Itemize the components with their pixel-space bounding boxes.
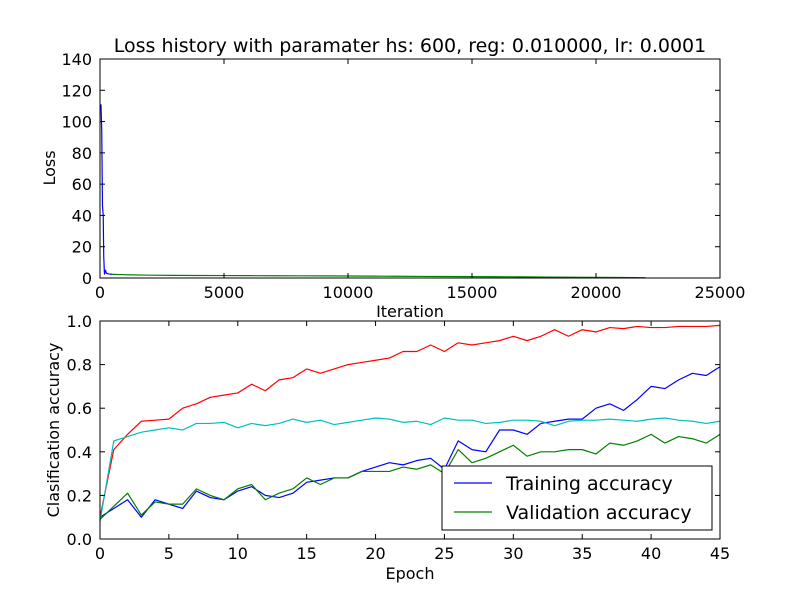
accuracy-y-tick-label: 0.6 xyxy=(67,399,92,418)
loss-y-tick-label: 0 xyxy=(82,269,92,288)
accuracy-x-tick-label: 35 xyxy=(572,544,592,563)
accuracy-y-axis-label: Clasification accuracy xyxy=(44,343,63,518)
loss-y-tick-label: 20 xyxy=(72,238,92,257)
loss-y-tick-label: 40 xyxy=(72,206,92,225)
loss-chart-title: Loss history with paramater hs: 600, reg… xyxy=(114,35,706,57)
accuracy-x-tick-label: 15 xyxy=(296,544,316,563)
accuracy-y-tick-label: 1.0 xyxy=(67,312,92,331)
legend-label-validation: Validation accuracy xyxy=(506,502,692,524)
accuracy-series-line-3 xyxy=(99,433,721,520)
accuracy-x-tick-label: 10 xyxy=(228,544,248,563)
accuracy-y-tick-label: 0.0 xyxy=(67,530,92,549)
legend-label-training: Training accuracy xyxy=(505,473,673,495)
accuracy-x-tick-label: 25 xyxy=(434,544,454,563)
loss-x-tick-label: 25000 xyxy=(695,283,746,302)
accuracy-y-tick-label: 0.2 xyxy=(67,486,92,505)
loss-x-tick-label: 10000 xyxy=(323,283,374,302)
accuracy-legend: Training accuracy Validation accuracy xyxy=(441,465,713,531)
loss-ticks-group: 0 5000 10000 15000 20000 25000 0 20 40 60 80 100 120… xyxy=(61,50,745,302)
accuracy-x-tick-label: 30 xyxy=(503,544,523,563)
loss-x-axis-label: Iteration xyxy=(376,302,444,321)
loss-plot-frame xyxy=(99,58,721,279)
accuracy-series-line-2 xyxy=(99,417,721,522)
loss-x-tick-label: 15000 xyxy=(447,283,498,302)
loss-x-tick-label: 20000 xyxy=(571,283,622,302)
accuracy-chart: 0 5 10 15 20 25 30 35 40 45 0.0 0.2 0.4 0.6 0.8 1.0 Epo… xyxy=(44,312,730,583)
loss-series-line-1 xyxy=(112,273,646,279)
accuracy-series-line-1 xyxy=(99,366,721,518)
accuracy-x-tick-label: 0 xyxy=(95,544,105,563)
accuracy-series-group xyxy=(99,324,721,522)
accuracy-x-tick-label: 45 xyxy=(710,544,730,563)
accuracy-x-axis-label: Epoch xyxy=(386,564,435,583)
accuracy-ticks-group: 0 5 10 15 20 25 30 35 40 45 0.0 0.2 0.4 0.6 0.8 1.0 xyxy=(67,312,731,563)
accuracy-x-tick-label: 5 xyxy=(164,544,174,563)
accuracy-series-line-0 xyxy=(99,324,721,518)
loss-y-tick-label: 80 xyxy=(72,144,92,163)
accuracy-x-tick-label: 20 xyxy=(365,544,385,563)
loss-y-tick-label: 140 xyxy=(61,50,92,69)
loss-y-tick-label: 120 xyxy=(61,81,92,100)
loss-y-axis-label: Loss xyxy=(40,150,59,185)
loss-y-tick-label: 60 xyxy=(72,175,92,194)
accuracy-x-tick-label: 40 xyxy=(641,544,661,563)
loss-chart: 0 5000 10000 15000 20000 25000 0 20 40 60 80 100 120… xyxy=(40,35,745,321)
loss-series-line-0 xyxy=(100,104,113,275)
loss-x-tick-label: 5000 xyxy=(204,283,245,302)
accuracy-y-tick-label: 0.8 xyxy=(67,356,92,375)
loss-y-tick-label: 100 xyxy=(61,113,92,132)
legend-box xyxy=(441,465,713,531)
loss-series-group xyxy=(100,104,646,279)
accuracy-plot-frame xyxy=(99,320,721,540)
accuracy-y-tick-label: 0.4 xyxy=(67,443,92,462)
loss-x-tick-label: 0 xyxy=(95,283,105,302)
